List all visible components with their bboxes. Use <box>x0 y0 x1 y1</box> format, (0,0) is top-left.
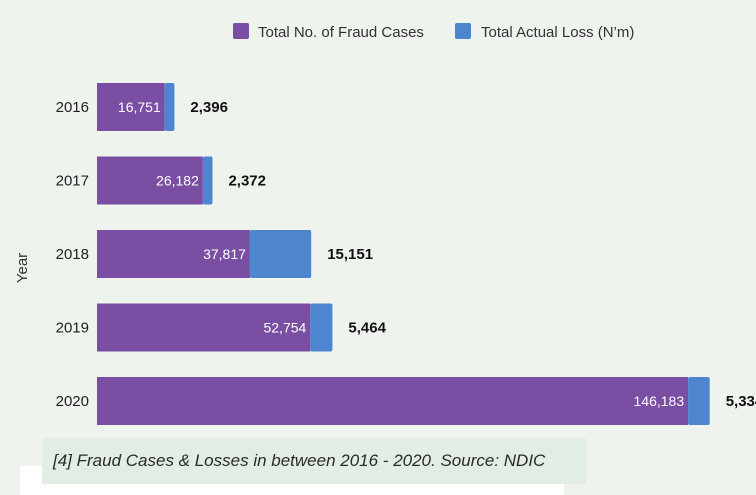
label-actual-loss-2020: 5,334 <box>726 393 756 410</box>
legend: Total No. of Fraud Cases Total Actual Lo… <box>233 23 634 41</box>
label-fraud-cases-2020: 146,183 <box>634 393 685 409</box>
y-tick-2016: 2016 <box>56 99 89 116</box>
bar-fraud-cases-2020 <box>97 377 689 425</box>
y-tick-2020: 2020 <box>56 393 89 410</box>
bar-actual-loss-2018 <box>249 230 312 278</box>
label-actual-loss-2019: 5,464 <box>348 320 386 337</box>
label-fraud-cases-2017: 26,182 <box>156 173 199 189</box>
label-fraud-cases-2016: 16,751 <box>118 99 161 115</box>
bar-fraud-cases-2019 <box>97 303 311 352</box>
bar-actual-loss-2019 <box>310 303 333 352</box>
y-axis-title: Year <box>14 253 31 283</box>
figure-caption: [4] Fraud Cases & Losses in between 2016… <box>42 438 586 484</box>
bar-actual-loss-2020 <box>688 377 710 425</box>
bar-fraud-cases-2016 <box>97 83 165 131</box>
label-actual-loss-2017: 2,372 <box>228 173 266 190</box>
y-tick-2018: 2018 <box>56 246 89 263</box>
bar-actual-loss-2017 <box>202 156 213 205</box>
label-actual-loss-2018: 15,151 <box>327 246 373 263</box>
label-actual-loss-2016: 2,396 <box>190 99 228 116</box>
legend-swatch-fraud-cases <box>233 23 249 39</box>
legend-swatch-actual-loss <box>455 23 471 39</box>
legend-label-fraud-cases: Total No. of Fraud Cases <box>258 24 424 41</box>
y-tick-2017: 2017 <box>56 173 89 190</box>
label-fraud-cases-2019: 52,754 <box>263 320 306 336</box>
bar-fraud-cases-2017 <box>97 156 203 205</box>
bar-actual-loss-2016 <box>164 83 175 131</box>
bars-group: 2016 16,751 2,396 2017 26,182 2,372 2018 37,817… <box>56 83 756 425</box>
label-fraud-cases-2018: 37,817 <box>203 246 246 262</box>
y-tick-2019: 2019 <box>56 320 89 337</box>
bar-fraud-cases-2018 <box>97 230 250 278</box>
legend-label-actual-loss: Total Actual Loss (N’m) <box>481 24 634 41</box>
